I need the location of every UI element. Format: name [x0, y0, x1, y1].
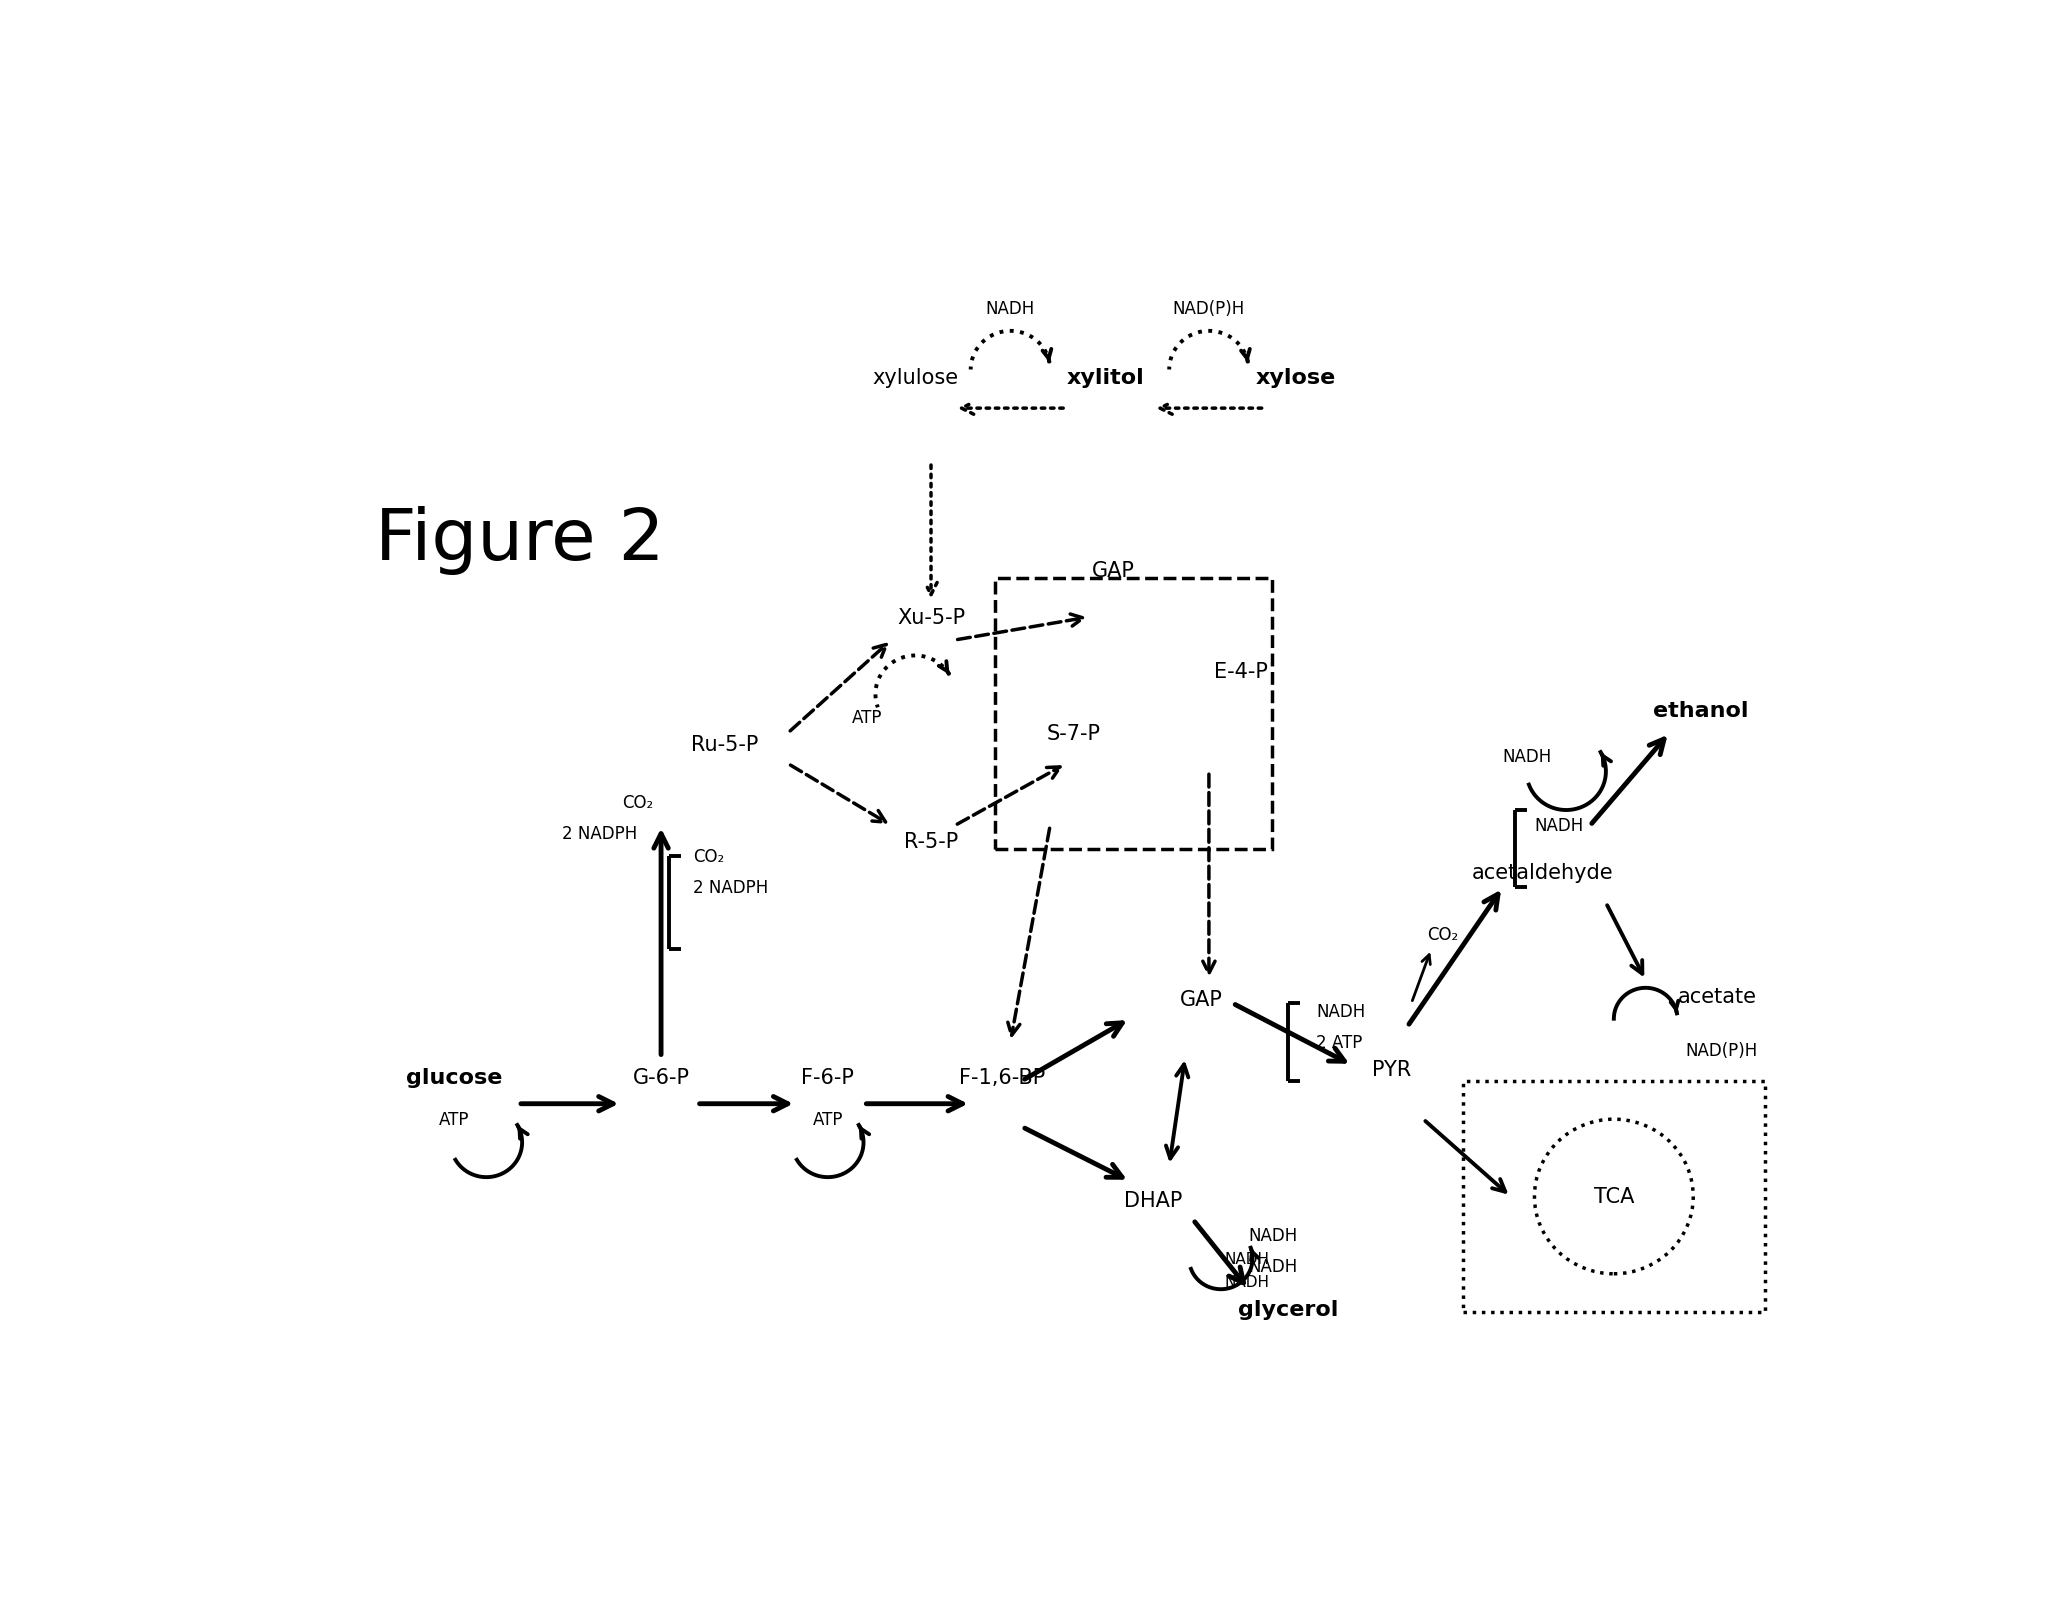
Text: acetaldehyde: acetaldehyde — [1471, 862, 1613, 883]
Text: F-1,6-BP: F-1,6-BP — [959, 1067, 1045, 1087]
Text: xylulose: xylulose — [873, 368, 959, 388]
Text: TCA: TCA — [1594, 1186, 1633, 1207]
Text: GAP: GAP — [1180, 990, 1223, 1010]
Text: NADH: NADH — [1248, 1226, 1297, 1244]
Text: 2 NADPH: 2 NADPH — [693, 880, 768, 897]
Text: acetate: acetate — [1678, 985, 1756, 1006]
Text: F-6-P: F-6-P — [801, 1067, 854, 1087]
Text: CO₂: CO₂ — [621, 794, 654, 812]
Text: NADH: NADH — [1535, 817, 1584, 835]
Text: S-7-P: S-7-P — [1047, 724, 1100, 743]
Text: 2 NADPH: 2 NADPH — [561, 825, 637, 843]
Text: ATP: ATP — [813, 1111, 842, 1128]
Bar — [1463, 1080, 1764, 1313]
Text: R-5-P: R-5-P — [904, 831, 959, 851]
Text: ethanol: ethanol — [1654, 700, 1750, 721]
Bar — [994, 579, 1272, 849]
Text: CO₂: CO₂ — [1428, 924, 1459, 944]
Text: NAD(P)H: NAD(P)H — [1686, 1042, 1758, 1059]
Text: Ru-5-P: Ru-5-P — [691, 735, 758, 754]
Text: NADH: NADH — [1502, 748, 1551, 766]
Text: xylose: xylose — [1256, 368, 1336, 388]
Text: GAP: GAP — [1092, 562, 1135, 581]
Text: 2 ATP: 2 ATP — [1315, 1034, 1363, 1051]
Text: CO₂: CO₂ — [693, 847, 723, 865]
Text: NADH: NADH — [1248, 1257, 1297, 1276]
Text: ATP: ATP — [852, 709, 883, 727]
Text: Figure 2: Figure 2 — [375, 506, 664, 575]
Text: glucose: glucose — [406, 1067, 502, 1087]
Text: NAD(P)H: NAD(P)H — [1172, 300, 1246, 318]
Text: DHAP: DHAP — [1125, 1191, 1182, 1210]
Text: NADH: NADH — [1315, 1003, 1365, 1021]
Text: NADH: NADH — [1225, 1274, 1270, 1289]
Text: Xu-5-P: Xu-5-P — [897, 607, 965, 628]
Text: NADH: NADH — [986, 300, 1035, 318]
Text: E-4-P: E-4-P — [1213, 661, 1268, 682]
Text: glycerol: glycerol — [1238, 1298, 1338, 1319]
Text: NADH: NADH — [1225, 1250, 1270, 1266]
Text: xylitol: xylitol — [1068, 368, 1145, 388]
Text: PYR: PYR — [1373, 1059, 1412, 1079]
Text: ATP: ATP — [438, 1111, 469, 1128]
Text: G-6-P: G-6-P — [633, 1067, 691, 1087]
